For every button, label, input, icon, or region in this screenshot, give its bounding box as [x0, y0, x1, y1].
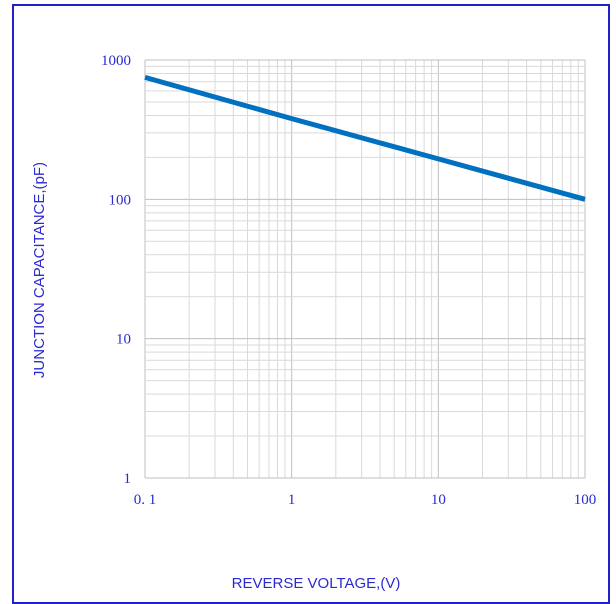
- y-tick-labels: 1 10 100 1000: [101, 53, 131, 487]
- x-tick-label: 100: [574, 492, 597, 508]
- y-tick-label: 100: [109, 192, 132, 208]
- grid-lines: [144, 59, 586, 479]
- x-tick-label: 0. 1: [134, 492, 157, 508]
- y-tick-label: 10: [116, 332, 131, 348]
- y-tick-label: 1000: [101, 53, 131, 69]
- x-axis-title: REVERSE VOLTAGE,(V): [232, 575, 401, 591]
- capacitance-series-line: [144, 74, 586, 202]
- y-tick-label: 1: [124, 471, 132, 487]
- y-axis-title: JUNCTION CAPACITANCE,(pF): [31, 162, 48, 378]
- x-tick-label: 1: [288, 492, 296, 508]
- series-group: [144, 74, 586, 202]
- x-tick-labels: 0. 1 1 10 100: [134, 492, 597, 508]
- x-tick-label: 10: [431, 492, 446, 508]
